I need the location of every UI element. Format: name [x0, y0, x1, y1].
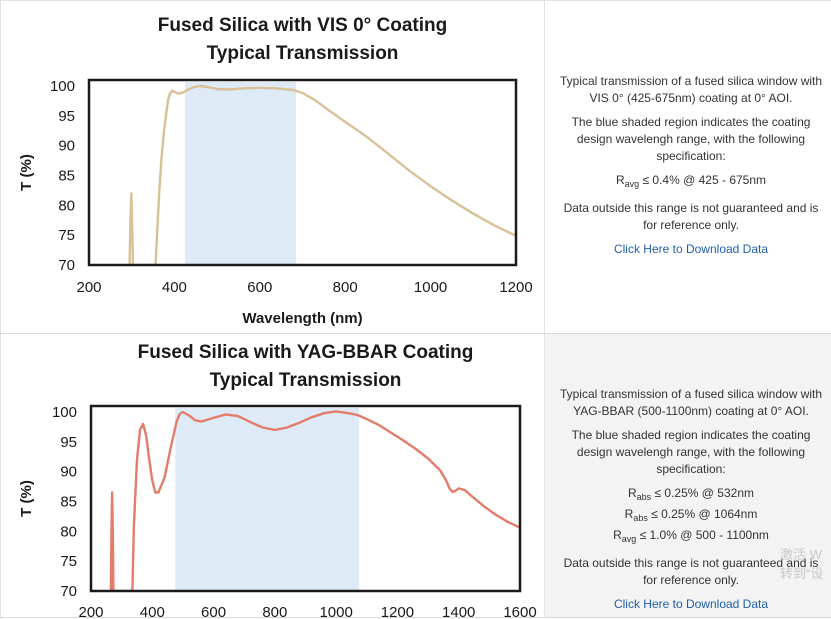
x-tick-label: 600 — [201, 604, 226, 619]
transmission-chart-vis: Fused Silica with VIS 0° Coating Typical … — [18, 15, 533, 327]
y-tick-label: 70 — [60, 583, 77, 600]
x-tick-label: 1000 — [319, 604, 352, 619]
chart-row-yag: Fused Silica with YAG-BBAR Coating Typica… — [0, 333, 831, 619]
y-tick-label: 70 — [58, 257, 75, 274]
y-axis-label: T (%) — [18, 154, 35, 191]
x-tick-label: 1400 — [442, 604, 475, 619]
x-axis-label: Wavelength (nm) — [242, 310, 362, 327]
y-tick-label: 75 — [58, 227, 75, 244]
info-panel-vis: Typical transmission of a fused silica w… — [545, 1, 831, 333]
x-tick-label: 400 — [140, 604, 165, 619]
y-tick-label: 90 — [58, 138, 75, 155]
shade-note: The blue shaded region indicates the coa… — [571, 115, 811, 163]
x-tick-label: 1200 — [499, 279, 532, 296]
chart-title: Fused Silica with YAG-BBAR Coating — [138, 342, 474, 363]
y-tick-label: 85 — [58, 167, 75, 184]
chart-description: Typical transmission of a fused silica w… — [559, 387, 823, 418]
chart-subtitle: Typical Transmission — [210, 370, 402, 391]
transmission-chart-yag: Fused Silica with YAG-BBAR Coating Typica… — [18, 342, 537, 619]
x-tick-label: 800 — [333, 279, 358, 296]
disclaimer: Data outside this range is not guarantee… — [563, 556, 819, 587]
chart-description: Typical transmission of a fused silica w… — [559, 74, 823, 105]
chart-subtitle: Typical Transmission — [207, 43, 399, 64]
y-tick-label: 75 — [60, 553, 77, 570]
spec-line: Ravg ≤ 1.0% @ 500 - 1100nm — [613, 528, 769, 544]
plot-frame — [87, 78, 518, 267]
transmission-curve — [109, 410, 520, 591]
y-tick-label: 80 — [58, 197, 75, 214]
design-band-shade — [185, 82, 297, 265]
y-axis-label: T (%) — [18, 480, 35, 517]
y-tick-label: 90 — [60, 464, 77, 481]
spec-line: Rabs ≤ 0.25% @ 532nm — [627, 486, 754, 502]
y-tick-label: 100 — [50, 78, 75, 95]
x-tick-label: 1200 — [381, 604, 414, 619]
x-tick-label: 1600 — [503, 604, 536, 619]
spec-line: Ravg ≤ 0.4% @ 425 - 675nm — [615, 173, 767, 189]
x-tick-label: 400 — [162, 279, 187, 296]
spec-line: Rabs ≤ 0.25% @ 1064nm — [624, 507, 758, 523]
x-tick-label: 800 — [262, 604, 287, 619]
x-tick-label: 600 — [247, 279, 272, 296]
plot-frame — [89, 404, 522, 593]
chart-row-vis: Fused Silica with VIS 0° Coating Typical … — [0, 0, 831, 333]
download-data-link[interactable]: Click Here to Download Data — [613, 597, 769, 611]
download-data-link[interactable]: Click Here to Download Data — [613, 242, 769, 256]
info-panel-yag: Typical transmission of a fused silica w… — [545, 334, 831, 617]
transmission-curve — [128, 84, 516, 265]
x-tick-label: 200 — [76, 279, 101, 296]
spec-list: Ravg ≤ 0.4% @ 425 - 675nm — [555, 172, 827, 193]
y-tick-label: 85 — [60, 493, 77, 510]
y-tick-label: 95 — [60, 434, 77, 451]
chart-panel-vis: Fused Silica with VIS 0° Coating Typical … — [0, 1, 545, 333]
chart-panel-yag: Fused Silica with YAG-BBAR Coating Typica… — [0, 334, 545, 619]
x-tick-label: 200 — [78, 604, 103, 619]
chart-title: Fused Silica with VIS 0° Coating — [158, 15, 447, 36]
spec-list: Rabs ≤ 0.25% @ 532nm Rabs ≤ 0.25% @ 1064… — [555, 485, 827, 548]
y-tick-label: 95 — [58, 108, 75, 125]
disclaimer: Data outside this range is not guarantee… — [563, 201, 819, 232]
y-tick-label: 80 — [60, 523, 77, 540]
y-tick-label: 100 — [52, 404, 77, 421]
x-tick-label: 1000 — [414, 279, 447, 296]
design-band-shade — [175, 408, 360, 591]
shade-note: The blue shaded region indicates the coa… — [571, 428, 811, 476]
